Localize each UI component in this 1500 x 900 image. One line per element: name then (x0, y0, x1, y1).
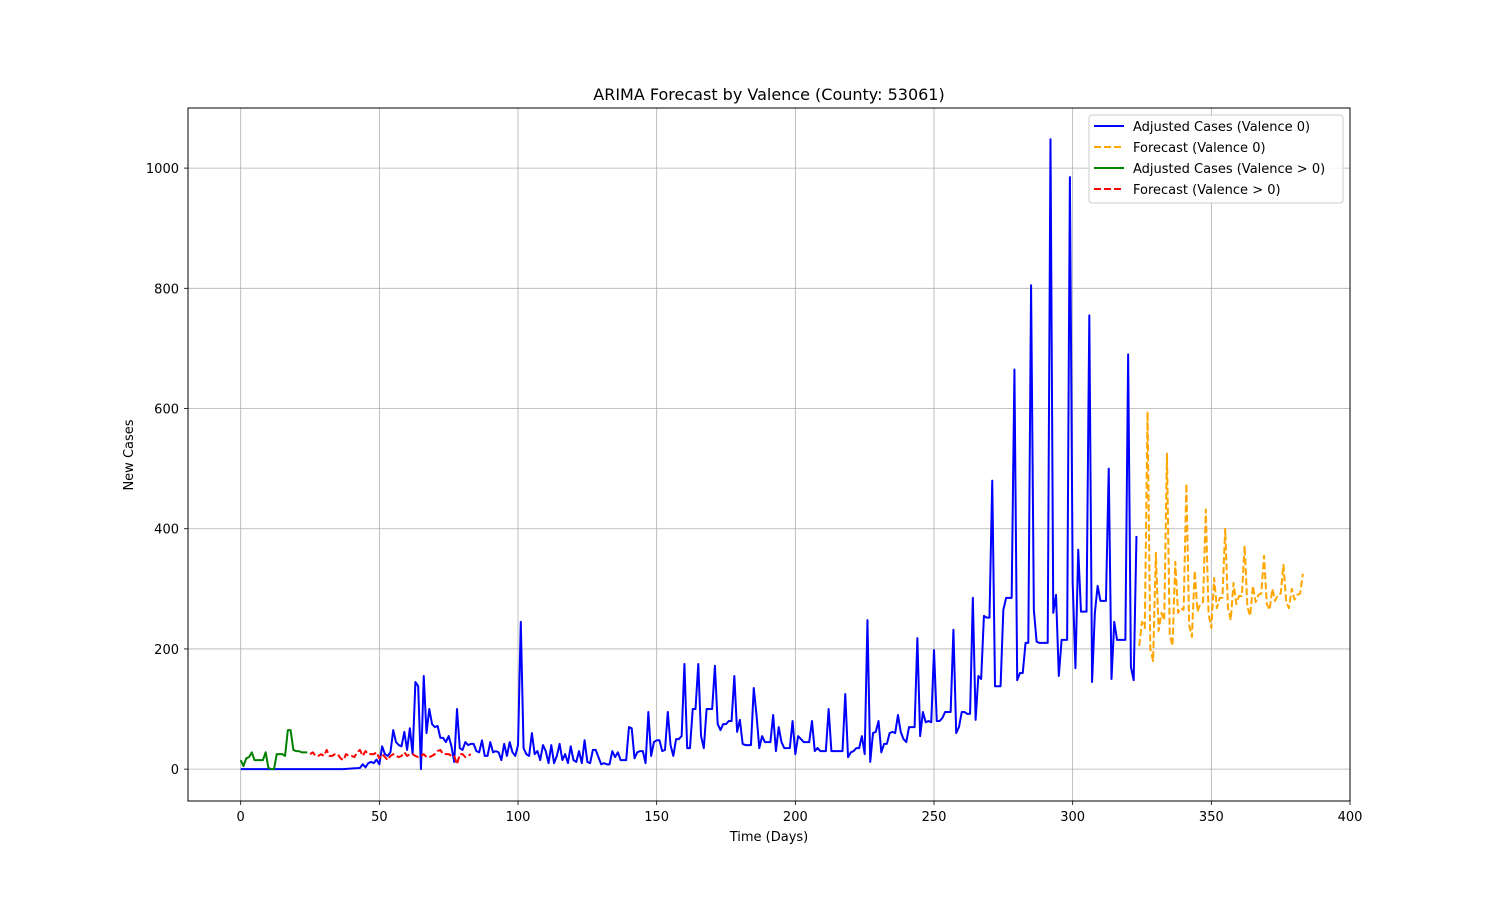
chart-title: ARIMA Forecast by Valence (County: 53061… (593, 85, 944, 104)
x-tick-label: 350 (1199, 810, 1224, 825)
x-tick-label: 200 (783, 810, 808, 825)
legend-label: Adjusted Cases (Valence 0) (1133, 120, 1310, 135)
series-line-3 (309, 748, 472, 766)
y-tick-label: 400 (154, 523, 179, 538)
y-tick-label: 0 (171, 763, 179, 778)
x-tick-label: 150 (644, 810, 669, 825)
x-tick-label: 250 (922, 810, 947, 825)
series-line-0 (240, 138, 1138, 771)
x-tick-label: 0 (237, 810, 245, 825)
legend-label: Forecast (Valence > 0) (1133, 183, 1281, 198)
y-tick-label: 1000 (146, 162, 179, 177)
series-line-1 (1138, 410, 1304, 662)
legend-box (1088, 114, 1344, 204)
x-tick-label: 400 (1338, 810, 1363, 825)
legend: Adjusted Cases (Valence 0) Forecast (Vale… (1088, 114, 1344, 204)
series-line-2 (239, 729, 308, 771)
plot-frame (187, 107, 1351, 802)
x-tick-label: 50 (371, 810, 388, 825)
x-tick-label: 300 (1060, 810, 1085, 825)
y-tick-label: 600 (154, 403, 179, 418)
legend-label: Forecast (Valence 0) (1133, 141, 1266, 156)
y-tick-label: 200 (154, 643, 179, 658)
x-axis-title: Time (Days) (729, 830, 809, 845)
y-tick-label: 800 (154, 282, 179, 297)
x-axis: 0 50 100 150 200 250 300 350 400 (237, 801, 1363, 825)
y-axis-title: New Cases (122, 419, 137, 490)
y-axis: 0 200 400 600 800 1000 (146, 162, 188, 778)
x-tick-label: 100 (506, 810, 531, 825)
plot-lines (239, 138, 1304, 771)
legend-label: Adjusted Cases (Valence > 0) (1133, 162, 1325, 177)
